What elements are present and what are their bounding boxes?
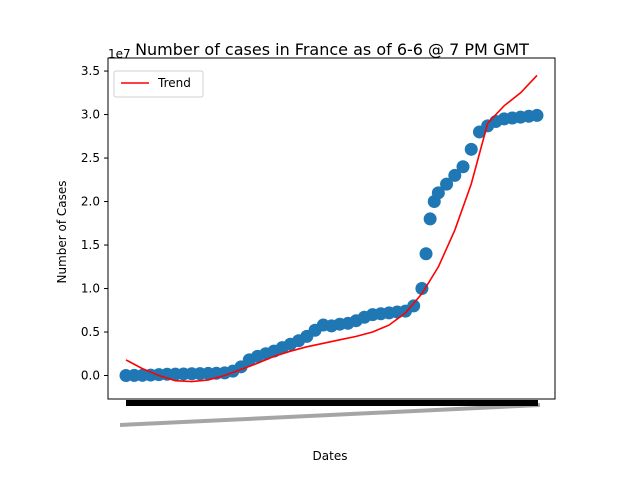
y-offset-text: 1e7	[108, 47, 131, 61]
x-tick-label-smear	[119, 403, 541, 427]
y-tick-label: 0.5	[81, 325, 100, 339]
y-tick-label: 2.0	[81, 195, 100, 209]
scatter-point	[423, 212, 437, 226]
plot-frame	[107, 57, 556, 400]
y-tick-label: 1.5	[81, 238, 100, 252]
scatter-point	[415, 282, 429, 296]
y-axis-label: Number of Cases	[55, 180, 69, 283]
trend-line	[125, 74, 538, 383]
legend-trend-label: Trend	[157, 76, 191, 90]
y-tick-label: 2.5	[81, 151, 100, 165]
x-axis-ticks	[119, 400, 541, 427]
scatter-point	[464, 142, 478, 156]
scatter-point	[407, 299, 421, 313]
scatter-point	[448, 168, 462, 182]
legend-box	[113, 70, 204, 98]
scatter-point	[440, 177, 454, 191]
y-axis-ticks: 0.0 0.5 1.0 1.5 2.0 2.5 3.0 3.5	[81, 64, 108, 383]
x-tick-band	[126, 400, 538, 406]
scatter-point	[456, 160, 470, 174]
trend-series	[125, 74, 538, 383]
scatter-point	[419, 247, 433, 261]
legend: Trend	[113, 70, 204, 98]
scatter-point	[431, 186, 445, 200]
x-axis-label: Dates	[313, 449, 348, 463]
y-tick-label: 0.0	[81, 369, 100, 383]
chart-title: Number of cases in France as of 6-6 @ 7 …	[135, 40, 529, 59]
scatter-point	[530, 108, 544, 122]
y-tick-label: 3.0	[81, 108, 100, 122]
y-tick-label: 3.5	[81, 64, 100, 78]
y-tick-label: 1.0	[81, 282, 100, 296]
